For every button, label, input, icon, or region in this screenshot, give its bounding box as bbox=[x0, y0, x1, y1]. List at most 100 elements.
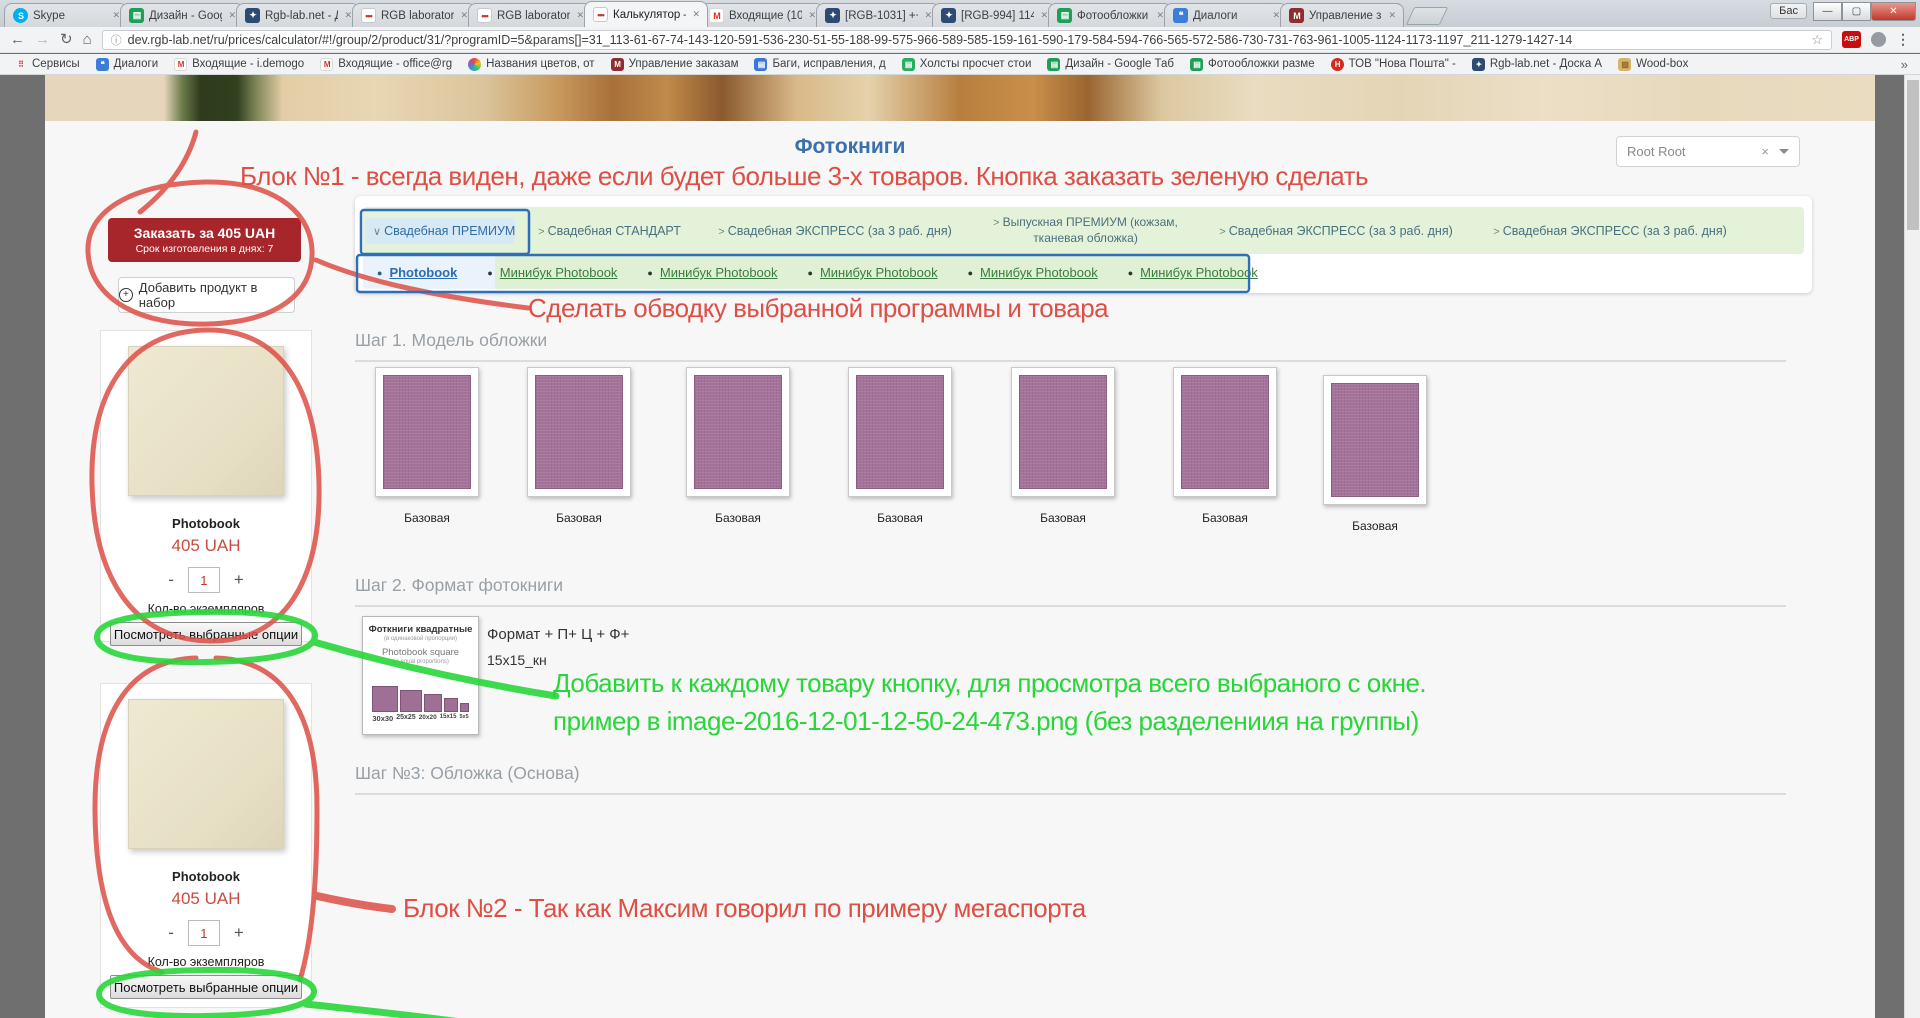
cover-thumbnail[interactable] bbox=[1011, 367, 1115, 497]
scrollbar-thumb[interactable] bbox=[1907, 80, 1919, 230]
cover-option[interactable]: Базовая bbox=[1173, 367, 1277, 525]
product-tab[interactable]: ● Минибук Photobook bbox=[1128, 265, 1258, 280]
root-select[interactable]: Root Root × bbox=[1616, 136, 1800, 167]
bookmark-item[interactable]: Н ТОВ "Нова Пошта" - bbox=[1325, 57, 1462, 72]
cover-thumbnail[interactable] bbox=[375, 367, 479, 497]
maximize-button[interactable]: ▢ bbox=[1842, 2, 1871, 21]
browser-tab[interactable]: ❝ Диалоги ✕ bbox=[1164, 3, 1288, 27]
bookmark-label: Фотообложки разме bbox=[1208, 58, 1315, 70]
tab-close-icon[interactable]: ✕ bbox=[228, 10, 236, 20]
browser-tab[interactable]: ✦ [RGB-994] 114 ✕ bbox=[932, 3, 1056, 27]
bookmark-item[interactable]: ❝ Диалоги bbox=[90, 57, 164, 72]
bookmark-item[interactable]: ▤ Фотообложки разме bbox=[1184, 57, 1321, 72]
plus-button[interactable]: + bbox=[233, 570, 244, 589]
tab-close-icon[interactable]: ✕ bbox=[808, 10, 816, 20]
bookmark-item[interactable]: M Входящие - office@rg bbox=[314, 57, 458, 72]
browser-tab[interactable]: ••• RGB laboratory ✕ bbox=[352, 3, 476, 27]
browser-tab[interactable]: ▤ Дизайн - Goog ✕ bbox=[120, 3, 244, 27]
program-tab[interactable]: ∨ Свадебная ПРЕМИУМ bbox=[365, 217, 515, 244]
browser-tab[interactable]: ✦ [RGB-1031] ++ ✕ bbox=[816, 3, 940, 27]
product-tab[interactable]: ● Минибук Photobook bbox=[647, 265, 777, 280]
tab-close-icon[interactable]: ✕ bbox=[1156, 10, 1164, 20]
forward-icon[interactable]: → bbox=[35, 31, 50, 48]
browser-tab[interactable]: S Skype ✕ bbox=[4, 3, 128, 27]
adblock-extension-icon[interactable]: ABP bbox=[1842, 31, 1861, 48]
clear-icon[interactable]: × bbox=[1761, 144, 1769, 159]
bookmark-item[interactable]: ▤ Баги, исправления, д bbox=[748, 57, 891, 72]
minimize-button[interactable]: — bbox=[1813, 2, 1842, 21]
bookmark-star-icon[interactable]: ☆ bbox=[1811, 31, 1823, 47]
program-tab[interactable]: > Свадебная СТАНДАРТ bbox=[527, 218, 692, 244]
quantity-input[interactable] bbox=[187, 567, 220, 593]
page-scrollbar[interactable] bbox=[1904, 75, 1920, 1018]
product-price: 405 UAH bbox=[171, 889, 241, 908]
add-product-button[interactable]: + Добавить продукт в набор bbox=[118, 277, 295, 313]
cover-thumbnail[interactable] bbox=[1173, 367, 1277, 497]
bookmark-label: Входящие - i.demogo bbox=[192, 58, 305, 70]
browser-tab[interactable]: ••• RGB laboratory ✕ bbox=[468, 3, 592, 27]
cover-option[interactable]: Базовая bbox=[686, 367, 790, 525]
cover-option[interactable]: Базовая bbox=[527, 367, 631, 525]
cover-option[interactable]: Базовая bbox=[1011, 367, 1115, 525]
back-icon[interactable]: ← bbox=[10, 31, 25, 48]
cover-thumbnail[interactable] bbox=[848, 367, 952, 497]
program-tab[interactable]: > Свадебная ЭКСПРЕСС (за 3 раб. дня) bbox=[704, 218, 966, 244]
bookmark-item[interactable]: ▤ Холсты просчет стои bbox=[896, 57, 1038, 72]
browser-tab[interactable]: ••• Калькулятор – ✕ bbox=[584, 1, 708, 27]
view-options-button[interactable]: Посмотреть выбранные опции bbox=[110, 622, 302, 646]
order-button[interactable]: Заказать за 405 UAH Срок изготовления в … bbox=[108, 218, 301, 262]
product-tab[interactable]: ● Photobook bbox=[377, 265, 457, 280]
cover-thumbnail[interactable] bbox=[1323, 375, 1427, 505]
browser-tab[interactable]: ✦ Rgb-lab.net - Д ✕ bbox=[236, 3, 360, 27]
browser-menu-icon[interactable]: ⋮ bbox=[1896, 31, 1910, 47]
product-tab[interactable]: ● Минибук Photobook bbox=[808, 265, 938, 280]
page-info-icon[interactable]: ⓘ bbox=[110, 34, 122, 47]
browser-tab[interactable]: M Входящие (10) ✕ bbox=[700, 3, 824, 27]
tab-close-icon[interactable]: ✕ bbox=[1272, 10, 1280, 20]
cover-option[interactable]: Базовая bbox=[1323, 375, 1427, 533]
bookmark-item[interactable]: ▤ Дизайн - Google Таб bbox=[1041, 57, 1180, 72]
cover-thumbnail[interactable] bbox=[527, 367, 631, 497]
cover-option[interactable]: Базовая bbox=[848, 367, 952, 525]
tab-title: Skype bbox=[33, 9, 65, 22]
program-tab[interactable]: > Свадебная ЭКСПРЕСС (за 3 раб. дня) bbox=[1479, 218, 1741, 244]
tab-close-icon[interactable]: ✕ bbox=[460, 10, 468, 20]
extension-icon[interactable] bbox=[1871, 32, 1886, 47]
product-tab[interactable]: ● Минибук Photobook bbox=[487, 265, 617, 280]
cover-option[interactable]: Базовая bbox=[375, 367, 479, 525]
tab-close-icon[interactable]: ✕ bbox=[692, 9, 700, 19]
bookmark-item[interactable]: ⠿ Сервисы bbox=[8, 57, 86, 72]
url-text[interactable]: dev.rgb-lab.net/ru/prices/calculator/#!/… bbox=[127, 32, 1573, 47]
new-tab-button[interactable] bbox=[1405, 7, 1449, 25]
browser-tab[interactable]: ▤ Фотообложки ✕ bbox=[1048, 3, 1172, 27]
bookmark-item[interactable]: ▨ Wood-box bbox=[1612, 57, 1694, 72]
tab-close-icon[interactable]: ✕ bbox=[924, 10, 932, 20]
home-icon[interactable]: ⌂ bbox=[82, 31, 92, 48]
view-options-button[interactable]: Посмотреть выбранные опции bbox=[110, 975, 302, 999]
bookmark-item[interactable]: M Управление заказам bbox=[605, 57, 745, 72]
bookmark-item[interactable]: Названия цветов, от bbox=[462, 57, 600, 72]
cover-thumbnail[interactable] bbox=[686, 367, 790, 497]
minus-button[interactable]: - bbox=[168, 923, 174, 942]
address-bar[interactable]: ⓘ dev.rgb-lab.net/ru/prices/calculator/#… bbox=[101, 29, 1832, 50]
browser-tab[interactable]: M Управление за ✕ bbox=[1280, 3, 1404, 27]
bookmark-item[interactable]: ✦ Rgb-lab.net - Доска А bbox=[1466, 57, 1608, 72]
profile-badge[interactable]: Бас bbox=[1770, 3, 1807, 19]
tab-close-icon[interactable]: ✕ bbox=[344, 10, 352, 20]
tab-close-icon[interactable]: ✕ bbox=[112, 10, 120, 20]
tab-close-icon[interactable]: ✕ bbox=[1388, 10, 1396, 20]
tab-close-icon[interactable]: ✕ bbox=[1040, 10, 1048, 20]
chevron-down-icon[interactable] bbox=[1779, 149, 1789, 154]
program-tab[interactable]: > Свадебная ЭКСПРЕСС (за 3 раб. дня) bbox=[1205, 218, 1467, 244]
format-option-card[interactable]: Фоткниги квадратные (в одинаковой пропор… bbox=[362, 616, 479, 735]
plus-button[interactable]: + bbox=[233, 923, 244, 942]
product-tab[interactable]: ● Минибук Photobook bbox=[968, 265, 1098, 280]
bookmarks-overflow-icon[interactable]: » bbox=[1900, 56, 1908, 72]
minus-button[interactable]: - bbox=[168, 570, 174, 589]
bookmark-item[interactable]: M Входящие - i.demogo bbox=[168, 57, 310, 72]
quantity-input[interactable] bbox=[187, 920, 220, 946]
tab-close-icon[interactable]: ✕ bbox=[576, 10, 584, 20]
close-button[interactable]: ✕ bbox=[1871, 2, 1916, 21]
reload-icon[interactable]: ↻ bbox=[60, 31, 73, 48]
program-tab[interactable]: > Выпускная ПРЕМИУМ (кожзам, тканевая обл… bbox=[978, 213, 1193, 248]
